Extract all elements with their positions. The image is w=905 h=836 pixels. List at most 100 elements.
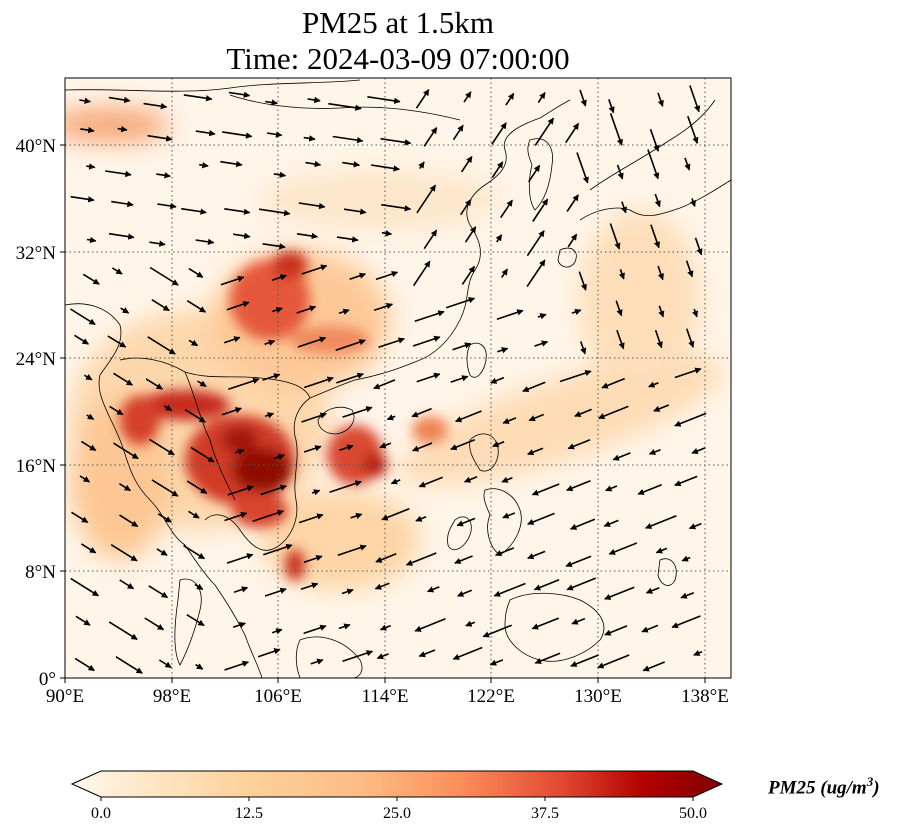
wind-arrow [186, 300, 207, 313]
wind-arrow [258, 208, 291, 217]
wind-arrow [604, 625, 628, 636]
wind-arrow [674, 475, 698, 487]
wind-arrow [450, 375, 469, 383]
wind-arrow [341, 588, 354, 595]
wind-arrow [118, 483, 131, 492]
colorbar-tick-label: 0.0 [91, 805, 111, 822]
wind-arrow [378, 337, 405, 349]
wind-arrow [574, 408, 592, 417]
wind-arrow [694, 237, 703, 256]
wind-arrow [328, 102, 362, 111]
lon-tick-label: 122°E [467, 686, 515, 707]
wind-arrow [199, 162, 209, 169]
wind-arrow [534, 117, 555, 146]
wind-arrow [271, 628, 283, 635]
wind-arrow [224, 511, 248, 522]
wind-arrow [603, 519, 619, 527]
wind-arrow [647, 149, 660, 180]
wind-arrow [497, 347, 509, 354]
longitude-axis: 90°E 98°E 106°E 114°E 122°E 130°E 138°E [46, 678, 729, 707]
wind-arrow [376, 653, 389, 660]
wind-arrow [163, 404, 173, 412]
wind-arrow [263, 543, 293, 556]
lat-tick-label: 8°N [25, 562, 56, 583]
wind-arrow [418, 161, 425, 170]
wind-arrow [609, 113, 623, 146]
wind-arrow [70, 577, 99, 597]
wind-arrow [158, 659, 172, 669]
wind-arrow [157, 513, 172, 523]
wind-arrow [264, 412, 275, 419]
wind-arrow [342, 161, 361, 168]
wind-arrow [297, 336, 327, 348]
colorbar-tick-label: 12.5 [235, 805, 263, 822]
wind-arrow [579, 341, 587, 355]
wind-arrow [452, 646, 483, 660]
wind-arrow [115, 656, 143, 674]
wind-arrow [224, 660, 250, 671]
wind-arrow [310, 658, 324, 665]
wind-arrow [381, 203, 412, 212]
wind-arrow [227, 485, 254, 496]
wind-arrow [559, 369, 592, 383]
wind-arrow [618, 269, 625, 280]
wind-arrow [616, 164, 624, 180]
colorbar-title-text: PM25 (ug/m [768, 777, 867, 799]
wind-arrow [151, 479, 179, 497]
wind-arrow [332, 135, 364, 144]
wind-arrow [598, 405, 629, 420]
wind-arrow [570, 654, 599, 667]
wind-arrow [566, 194, 579, 212]
colorbar-tick-label: 25.0 [383, 805, 411, 822]
wind-arrow [264, 339, 276, 346]
wind-arrow [381, 507, 410, 521]
wind-arrow [464, 476, 478, 483]
wind-arrow [149, 240, 166, 247]
wind-arrow [490, 376, 505, 384]
wind-arrow [260, 484, 287, 496]
wind-arrow [657, 92, 664, 107]
wind-arrow [110, 544, 138, 562]
wind-arrow [532, 198, 549, 222]
wind-arrow [273, 171, 287, 178]
wind-arrow [336, 236, 359, 243]
wind-arrow [80, 126, 95, 134]
wind-arrow [220, 275, 245, 286]
wind-arrow [343, 208, 367, 215]
wind-arrow [505, 92, 515, 106]
wind-arrow [415, 89, 430, 109]
wind-arrow [338, 444, 354, 452]
wind-arrow [648, 381, 659, 388]
wind-arrow [502, 512, 516, 519]
wind-arrow [147, 336, 176, 355]
colorbar-title-superscript: 3 [866, 774, 874, 789]
wind-arrow [329, 480, 362, 493]
wind-arrow [526, 230, 545, 257]
wind-arrow [601, 377, 625, 389]
colorbar: 0.0 12.5 25.0 37.5 50.0 [70, 770, 724, 822]
wind-arrow [608, 542, 638, 555]
lon-tick-label: 90°E [46, 686, 84, 707]
wind-arrow [684, 157, 691, 171]
wind-vectors [70, 85, 707, 674]
wind-arrow [298, 202, 326, 210]
wind-arrow [183, 544, 205, 560]
wind-arrow [232, 622, 246, 629]
wind-arrow [303, 376, 334, 389]
lat-tick-label: 40°N [16, 136, 57, 157]
wind-arrow [119, 579, 135, 590]
wind-arrow [537, 313, 547, 320]
wind-arrow [298, 513, 324, 524]
wind-arrow [222, 131, 253, 139]
wind-arrow [412, 260, 431, 287]
wind-arrow [411, 407, 432, 418]
wind-arrow [303, 135, 316, 142]
wind-arrow [82, 273, 100, 285]
wind-arrow [386, 414, 396, 421]
lon-tick-label: 114°E [362, 686, 409, 707]
wind-arrow [423, 229, 438, 250]
wind-arrow [452, 124, 464, 141]
wind-arrow [501, 476, 513, 483]
colorbar-tick-label: 50.0 [679, 805, 707, 822]
wind-arrow [113, 442, 139, 460]
